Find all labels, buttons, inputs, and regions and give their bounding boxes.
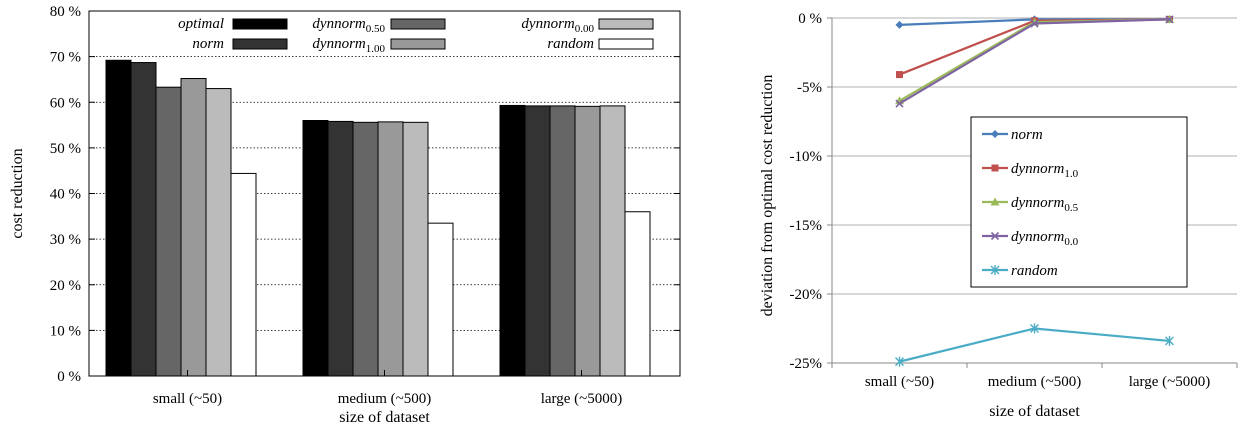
y-tick-label: -20% [790,287,823,303]
series-line [898,18,1170,102]
bar [624,211,651,377]
legend-label: random [547,36,594,52]
legend-label: optimal [178,16,224,32]
y-tick-label: 40 % [50,187,81,203]
y-axis-label: deviation from optimal cost reduction [759,75,776,317]
x-axis-label: size of dataset [989,403,1080,420]
legend-swatch [598,18,654,30]
x-axis-label: size of dataset [339,409,430,426]
series-line [898,18,1170,105]
data-point [990,231,1000,241]
bar [130,62,157,377]
y-tick-label: -15% [790,218,823,234]
line-chart: 0 % -5% -10% -15% -20% -25% small (~50) medium … [759,11,1238,420]
data-point [990,265,1000,275]
y-tick-label: 30 % [50,232,81,248]
legend-label: norm [1011,127,1043,143]
data-point [1030,323,1039,334]
data-point [990,197,1000,206]
bar [524,105,551,377]
x-tick-label: large (~5000) [1129,374,1211,390]
y-tick-label: 20 % [50,278,81,294]
bar [427,222,454,377]
bar [599,105,626,377]
legend-swatch [390,38,446,50]
data-point [991,164,999,172]
data-point [895,99,904,108]
legend-label: dynnorm1.00 [312,36,385,55]
x-tick-label: large (~5000) [541,391,623,407]
data-point [895,20,904,29]
y-tick-label: -25% [790,356,823,372]
data-point [1165,15,1174,24]
bar [352,121,379,377]
y-axis-label: cost reduction [9,148,26,238]
legend-swatch [232,18,288,30]
data-point [1165,335,1174,346]
legend-label: dynnorm0.0 [1011,229,1079,248]
data-point [1030,19,1039,28]
legend-swatch [232,38,288,50]
plot-frame [88,10,681,377]
series-line [899,18,1170,76]
legend-label: dynnorm1.0 [1011,161,1079,180]
bar-chart: 0 % 10 % 20 % 30 % 40 % 50 % 60 % 70 % 80 % small… [9,4,681,426]
y-tick-label: -10% [790,149,823,165]
bar [155,86,182,377]
legend-swatch [598,38,654,50]
x-tick-label: medium (~500) [988,374,1082,390]
legend-label: dynnorm0.50 [312,16,385,35]
y-tick-label: 70 % [50,50,81,66]
bar [499,104,526,377]
legend-label: norm [192,36,224,52]
y-tick-label: 0 % [57,369,81,385]
x-tick-label: small (~50) [153,391,222,407]
legend-swatch [390,18,446,30]
bar [230,172,257,377]
data-point [991,130,999,138]
data-point [895,356,904,367]
x-tick-label: medium (~500) [338,391,432,407]
y-tick-label: 80 % [50,4,81,20]
y-tick-label: 10 % [50,323,81,339]
bar [574,105,601,377]
bar [327,120,354,377]
bar [302,120,329,377]
legend-label: dynnorm0.5 [1011,195,1079,214]
legend-label: dynnorm0.00 [521,16,594,35]
bar [205,88,232,377]
bar [105,59,132,377]
x-tick-label: small (~50) [865,374,934,390]
legend-label: random [1011,263,1058,279]
data-point [896,71,903,79]
y-tick-label: 50 % [50,141,81,157]
bar [549,105,576,377]
bar [402,121,429,377]
y-tick-label: -5% [797,80,822,96]
bar [377,121,404,377]
y-tick-label: 60 % [50,95,81,111]
bar [180,78,207,377]
y-tick-label: 0 % [798,11,822,27]
